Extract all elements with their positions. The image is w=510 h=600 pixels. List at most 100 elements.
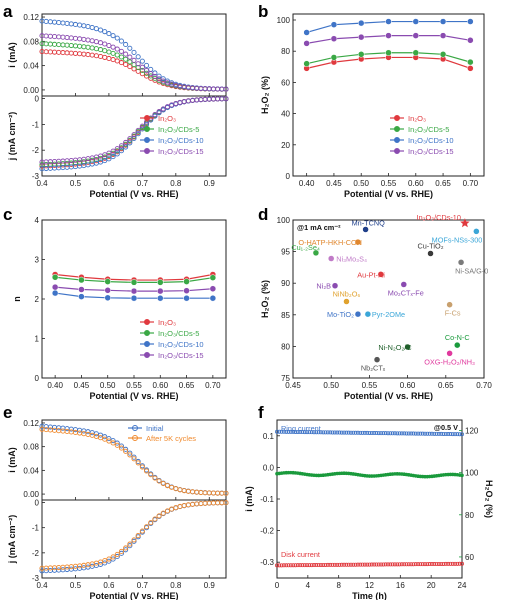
y-tick-label: 0.00 <box>23 490 39 499</box>
ring-current-point <box>106 31 112 37</box>
ring-current-point <box>402 431 407 436</box>
x-tick-label: 0.50 <box>353 179 369 188</box>
data-point <box>330 35 338 42</box>
ring-current-point <box>148 71 154 77</box>
y-tick-label: 75 <box>281 374 290 383</box>
point-label: F-Cs <box>445 309 461 318</box>
disk-current-point <box>374 562 379 567</box>
x-tick-label: 0 <box>275 581 280 590</box>
data-point <box>377 271 385 278</box>
disk-current-point <box>383 562 388 567</box>
panel-letter-e: e <box>3 403 12 422</box>
x-tick-label: 0.4 <box>36 179 48 188</box>
ring-current-point <box>131 49 137 56</box>
point-label: Co-N-C <box>445 333 470 342</box>
ring-current-point <box>123 448 129 454</box>
x-axis-title: Potential (V vs. RHE) <box>344 189 433 199</box>
disk-current-point <box>123 139 129 146</box>
data-point <box>400 281 408 288</box>
series-1 <box>39 423 229 574</box>
chart-panel-c: 0.40 0.45 0.50 0.55 0.60 0.65 0.70 0 1 2 3 4 n Potent… <box>12 216 227 401</box>
ring-current-point <box>51 49 58 55</box>
legend-label: In₂O₃/CDs-5 <box>158 125 199 134</box>
ring-current-point <box>374 431 379 436</box>
panel-letter-f: f <box>258 403 264 422</box>
legend-marker <box>144 115 150 121</box>
disk-current-point <box>181 503 187 509</box>
disk-current-point <box>102 558 108 564</box>
ring-current-point <box>72 43 79 49</box>
point-label: In₂O₃/CDs-10 <box>417 213 461 222</box>
disk-current-point <box>358 562 363 567</box>
data-point <box>303 60 310 67</box>
ring-current-point <box>156 76 162 82</box>
disk-current-point <box>379 562 384 567</box>
disk-current-point <box>321 562 326 567</box>
y-tick-label: 80 <box>281 47 290 56</box>
x-tick-label: 0.65 <box>438 381 454 390</box>
ring-current-point <box>367 430 372 435</box>
disk-current-point <box>390 562 395 567</box>
ring-current-point <box>81 36 87 42</box>
data-point <box>454 341 461 349</box>
point-label: Ni₃Mo₃S₄ <box>336 255 367 264</box>
ring-current-point <box>123 56 129 62</box>
y-axis-title: j (mA cm⁻²) <box>7 112 17 161</box>
ring-current-point <box>397 431 402 436</box>
ring-current-point <box>72 429 79 436</box>
ring-current-point <box>441 431 446 436</box>
panel-letter-a: a <box>3 2 13 21</box>
ring-current-point <box>118 54 125 60</box>
ring-current-point <box>64 42 70 48</box>
data-point <box>78 286 85 293</box>
disk-current-point <box>152 113 158 119</box>
ring-current-point <box>89 52 95 58</box>
x-tick-label: 0.8 <box>170 179 182 188</box>
chart-panel-a: 0.4 0.5 0.6 0.7 0.8 0.9 0.12 0.08 0.04 0.000 -1 -2 -… <box>7 13 229 199</box>
ring-current-point <box>102 436 108 442</box>
point-label: O-HATP-HKH-CON <box>298 238 362 247</box>
disk-current-point <box>202 96 208 102</box>
ring-current-point <box>68 429 74 435</box>
ring-current-point <box>219 86 225 92</box>
ring-current-point <box>160 481 166 487</box>
ring-current-point <box>360 430 365 435</box>
disk-current-point <box>219 500 225 506</box>
data-point <box>343 298 350 305</box>
ring-current-point <box>418 431 423 436</box>
ring-current-point <box>123 41 129 48</box>
ring-current-point <box>448 432 453 437</box>
ring-current-point <box>89 38 95 44</box>
ring-current-point <box>106 438 112 444</box>
ring-current-point <box>365 430 370 435</box>
disk-current-point <box>210 500 217 506</box>
y-tick-label: -0.3 <box>260 558 274 567</box>
data-point <box>446 301 453 308</box>
disk-current-point <box>135 127 141 133</box>
disk-current-point <box>114 551 120 557</box>
y-tick-label: 0.00 <box>23 86 39 95</box>
disk-current-point <box>372 562 377 567</box>
y-tick-label: 100 <box>277 216 291 225</box>
ring-current-point <box>436 431 441 436</box>
point-label: Ni-SA/G-0 <box>455 266 488 275</box>
ring-current-point <box>210 86 217 92</box>
y-tick-label: -0.2 <box>260 527 274 536</box>
ring-current-point <box>453 432 458 437</box>
disk-current-point <box>110 554 116 560</box>
disk-current-point <box>281 563 286 568</box>
ring-current-point <box>85 37 91 43</box>
ring-current-point <box>362 430 367 435</box>
ring-current-point <box>102 48 108 54</box>
disk-current-point <box>131 537 137 543</box>
disk-current-point <box>139 123 145 129</box>
data-point <box>357 51 365 58</box>
ring-current-point <box>143 468 150 474</box>
disk-current-point <box>388 562 393 567</box>
disk-current-point <box>189 97 196 103</box>
disk-current-point <box>210 96 217 102</box>
ring-current-point <box>51 41 58 47</box>
x-tick-label: 0.65 <box>435 179 451 188</box>
data-point <box>78 276 85 284</box>
disk-current-point <box>291 563 296 568</box>
